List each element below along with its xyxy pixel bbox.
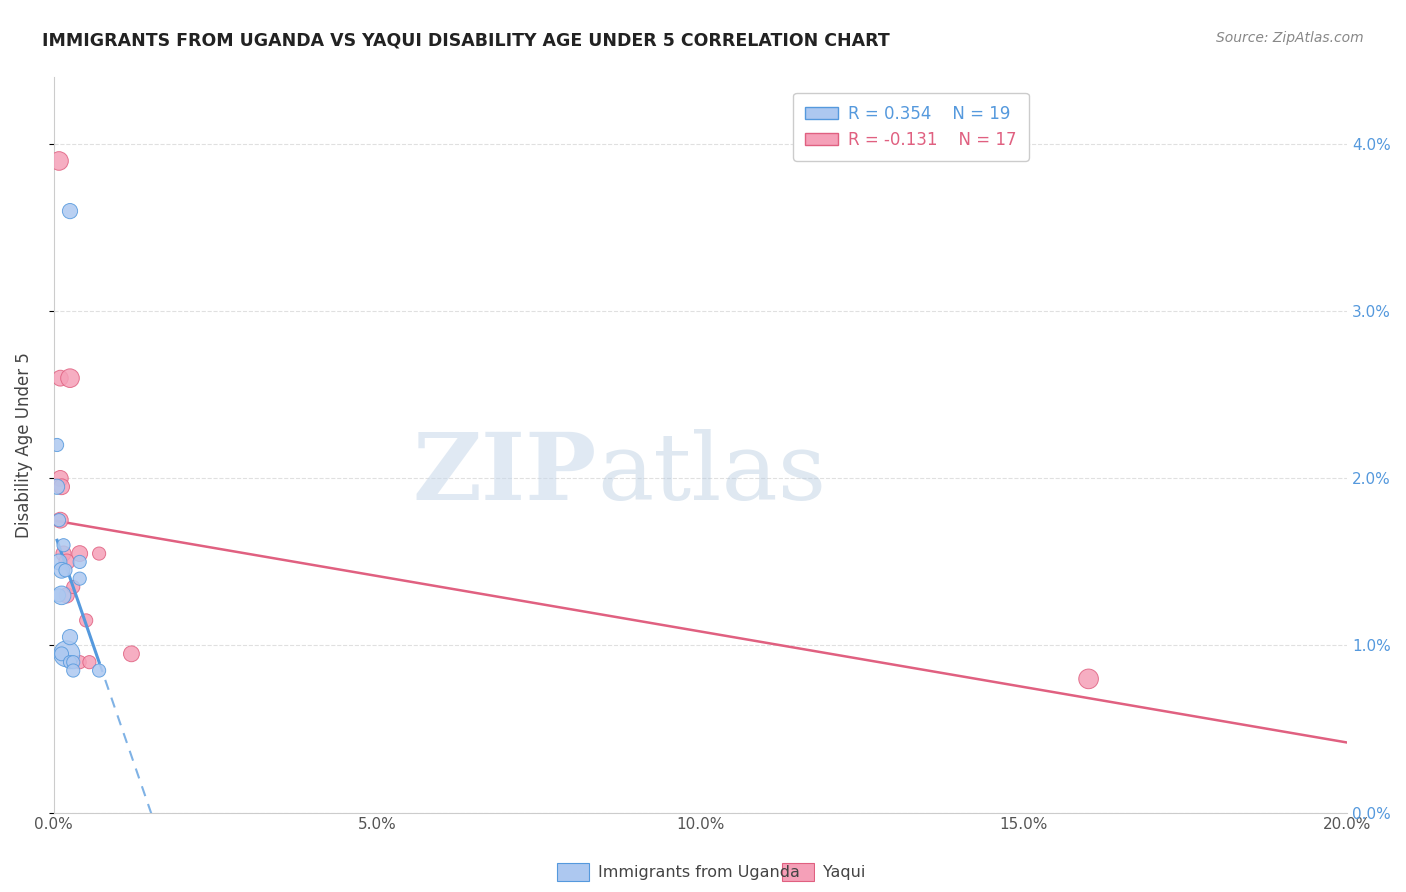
Point — [52, 538, 75, 552]
Point — [51, 563, 73, 577]
Point — [55, 563, 77, 577]
Point — [69, 572, 91, 586]
Point — [59, 371, 82, 385]
Point — [59, 204, 82, 219]
Point — [51, 647, 73, 661]
Point — [69, 547, 91, 561]
Point — [120, 647, 142, 661]
Y-axis label: Disability Age Under 5: Disability Age Under 5 — [15, 352, 32, 538]
Point — [62, 655, 84, 669]
Point — [62, 580, 84, 594]
Point — [49, 371, 72, 385]
Point — [52, 547, 75, 561]
Point — [48, 555, 70, 569]
Text: Yaqui: Yaqui — [823, 865, 865, 880]
Point — [46, 438, 69, 452]
Point — [87, 547, 110, 561]
Point — [46, 480, 69, 494]
Point — [51, 480, 73, 494]
Point — [87, 664, 110, 678]
Point — [75, 614, 97, 628]
Point — [55, 588, 77, 602]
Point — [49, 471, 72, 485]
Bar — [782, 863, 814, 881]
Text: atlas: atlas — [598, 429, 827, 519]
Bar — [557, 863, 589, 881]
Point — [69, 655, 91, 669]
Legend: R = 0.354    N = 19, R = -0.131    N = 17: R = 0.354 N = 19, R = -0.131 N = 17 — [793, 93, 1029, 161]
Point — [51, 588, 73, 602]
Text: Immigrants from Uganda: Immigrants from Uganda — [598, 865, 800, 880]
Point — [59, 630, 82, 644]
Point — [48, 588, 70, 602]
Point — [49, 513, 72, 527]
Text: Source: ZipAtlas.com: Source: ZipAtlas.com — [1216, 31, 1364, 45]
Point — [55, 555, 77, 569]
Point — [79, 655, 101, 669]
Point — [59, 655, 82, 669]
Point — [48, 153, 70, 168]
Point — [69, 555, 91, 569]
Point — [48, 513, 70, 527]
Point — [55, 647, 77, 661]
Point — [1077, 672, 1099, 686]
Point — [62, 664, 84, 678]
Text: ZIP: ZIP — [413, 429, 598, 519]
Text: IMMIGRANTS FROM UGANDA VS YAQUI DISABILITY AGE UNDER 5 CORRELATION CHART: IMMIGRANTS FROM UGANDA VS YAQUI DISABILI… — [42, 31, 890, 49]
